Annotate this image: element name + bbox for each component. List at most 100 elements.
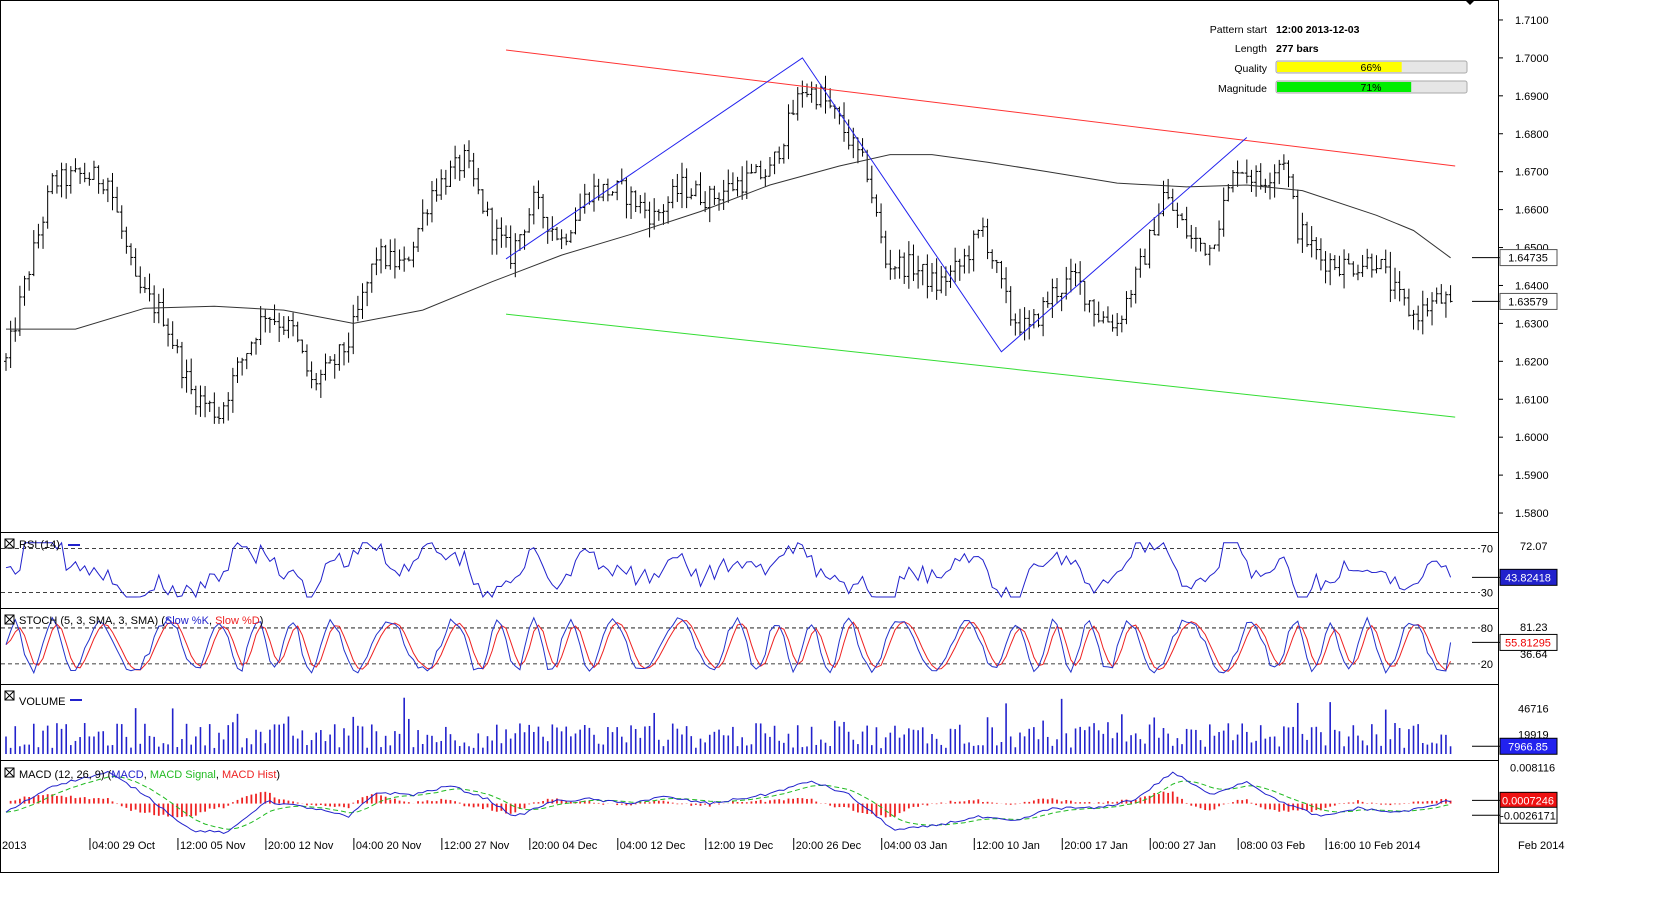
- price-bar: [1240, 171, 1245, 174]
- price-bar: [1115, 313, 1120, 337]
- macd-legend-paren-close: ): [276, 769, 280, 781]
- price-bar: [277, 312, 282, 342]
- price-bar: [281, 316, 286, 335]
- time-axis-label: 04:00 20 Nov: [356, 840, 422, 852]
- macd-value-tag: 0.0007246: [1472, 791, 1558, 809]
- price-bar: [212, 392, 217, 424]
- price-bar: [351, 304, 356, 355]
- price-bar: [920, 263, 925, 286]
- price-bar: [1198, 237, 1203, 252]
- length-value: 277 bars: [1276, 43, 1319, 55]
- price-bar: [1374, 255, 1379, 274]
- price-bar: [476, 167, 481, 195]
- price-bar: [1416, 305, 1421, 331]
- price-bar: [1013, 313, 1018, 336]
- magnitude-bar-fill: [1277, 82, 1412, 92]
- stoch-title-name: STOCH (5, 3, SMA, 3, SMA): [19, 615, 158, 627]
- price-bar: [216, 406, 221, 424]
- quality-label: Quality: [1234, 63, 1267, 75]
- price-bar: [453, 145, 458, 180]
- price-bar: [1175, 202, 1180, 228]
- price-panel: [4, 49, 1456, 424]
- price-bar: [610, 191, 615, 196]
- price-bar: [1420, 290, 1425, 335]
- price-bar: [490, 207, 495, 255]
- price-bar: [624, 177, 629, 219]
- volume-title-text: VOLUME: [19, 696, 65, 708]
- price-bar: [1170, 188, 1175, 211]
- price-bar: [781, 143, 786, 164]
- macd-value-tag-text: 0.0007246: [1502, 795, 1554, 807]
- price-bar: [36, 223, 41, 249]
- price-bar: [314, 372, 319, 391]
- price-bar: [985, 218, 990, 260]
- price-bar: [1254, 165, 1259, 197]
- price-bar: [22, 275, 27, 306]
- price-bar: [698, 172, 703, 206]
- chevron-down-icon[interactable]: [1465, 0, 1475, 5]
- price-bar: [230, 367, 235, 413]
- price-bar: [17, 285, 22, 336]
- price-bar: [272, 304, 277, 326]
- price-bar: [54, 170, 59, 194]
- price-bar: [152, 285, 157, 323]
- time-axis-label: 04:00 03 Jan: [884, 840, 948, 852]
- price-bar: [869, 165, 874, 204]
- quality-bar-fill: [1277, 62, 1402, 72]
- price-bar: [240, 357, 245, 376]
- price-bar: [564, 233, 569, 246]
- price-bar: [777, 146, 782, 164]
- price-bar: [1351, 261, 1356, 277]
- price-bar: [629, 186, 634, 219]
- price-bar: [13, 317, 18, 342]
- stoch-panel-frame: [0, 608, 1499, 685]
- price-bar: [1388, 251, 1393, 303]
- price-axis-label: 1.6100: [1515, 394, 1549, 406]
- price-bar: [596, 178, 601, 201]
- price-bar: [68, 166, 73, 194]
- macd-panel: [5, 770, 1452, 834]
- volume-value-tag-box: [1499, 737, 1558, 755]
- stoch-title-text: STOCH (5, 3, SMA, 3, SMA) (Slow %K, Slow…: [19, 615, 263, 627]
- price-bar: [1207, 244, 1212, 266]
- price-bar: [221, 402, 226, 424]
- price-bar: [990, 249, 995, 269]
- rsi-value-tag: 43.82418: [1472, 568, 1558, 586]
- price-bar: [712, 185, 717, 205]
- price-bar: [341, 342, 346, 366]
- price-bar: [499, 217, 504, 248]
- price-axis-label: 1.6200: [1515, 356, 1549, 368]
- price-bar: [1337, 255, 1342, 277]
- price-bar: [318, 369, 323, 398]
- price-bar: [1142, 248, 1147, 265]
- price-bar: [286, 316, 291, 339]
- price-bar: [999, 260, 1004, 289]
- price-bar: [420, 199, 425, 232]
- price-bar: [897, 249, 902, 279]
- price-bar: [1152, 217, 1157, 236]
- price-axis-label: 1.7000: [1515, 53, 1549, 65]
- price-bar: [267, 316, 272, 333]
- pattern-start-value: 12:00 2013-12-03: [1276, 24, 1360, 36]
- time-axis-label: 20:00 26 Dec: [796, 840, 862, 852]
- price-bar: [27, 271, 32, 291]
- price-bar: [1309, 226, 1314, 258]
- price-bar: [142, 276, 147, 293]
- stoch-value-tag-box: [1499, 633, 1558, 651]
- price-bar: [392, 238, 397, 279]
- price-bar: [791, 99, 796, 116]
- price-bar: [758, 160, 763, 180]
- price-bar: [744, 160, 749, 200]
- price-bar: [1045, 291, 1050, 308]
- price-bar: [300, 339, 305, 354]
- stoch-level-label: 20: [1481, 659, 1493, 671]
- price-bar: [666, 196, 671, 224]
- price-bar: [1096, 301, 1101, 323]
- price-bar: [1055, 278, 1060, 304]
- price-bar: [50, 173, 55, 195]
- price-bar: [1397, 271, 1402, 302]
- price-bar: [647, 201, 652, 238]
- price-bar: [87, 172, 92, 186]
- axes: 1.71001.70001.69001.68001.67001.66001.65…: [2, 15, 1564, 852]
